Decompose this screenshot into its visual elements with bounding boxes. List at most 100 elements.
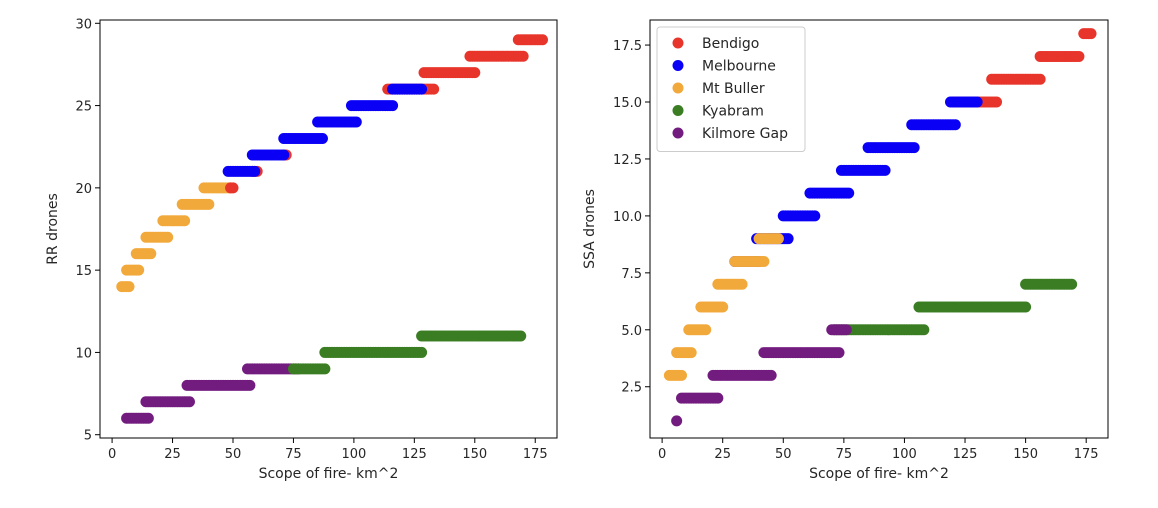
data-point	[1073, 50, 1085, 62]
y-tick-label: 17.5	[613, 39, 642, 54]
x-tick-label: 75	[836, 447, 853, 462]
data-point	[1085, 28, 1097, 40]
series-kyabram	[828, 278, 1078, 336]
legend-marker	[672, 37, 684, 49]
x-tick-label: 50	[775, 447, 792, 462]
legend-marker	[672, 82, 684, 94]
data-point	[319, 363, 331, 375]
y-axis-label: RR drones	[45, 193, 61, 265]
y-tick-label: 2.5	[621, 381, 642, 396]
y-tick-label: 15	[75, 264, 92, 279]
data-point	[676, 369, 688, 381]
legend-marker	[672, 60, 684, 71]
data-point	[765, 369, 777, 381]
y-tick-label: 7.5	[621, 267, 642, 282]
y-axis-label: SSA drones	[582, 189, 598, 269]
data-point	[971, 96, 983, 108]
x-tick-label: 175	[523, 447, 548, 462]
y-tick-label: 20	[75, 182, 92, 197]
chart-panel-1: 0 25 50 75 100 125 150 175 5 10 15 20 25 30 Scope of f…	[45, 17, 558, 482]
x-axis-label: Scope of fire- km^2	[809, 466, 949, 482]
data-point	[316, 132, 328, 144]
data-point	[879, 164, 891, 176]
data-point	[183, 396, 195, 408]
y-tick-label: 10	[75, 346, 92, 361]
y-tick-label: 10.0	[613, 210, 642, 225]
legend-box	[656, 26, 806, 152]
x-tick-label: 25	[164, 447, 181, 462]
series-bendigo	[225, 34, 548, 194]
x-tick-label: 25	[714, 447, 731, 462]
data-point	[227, 182, 239, 194]
data-point	[249, 165, 261, 177]
plot-frame	[99, 19, 558, 439]
legend-marker	[672, 105, 684, 116]
y-tick-label: 5	[84, 429, 92, 444]
y-tick-label: 15.0	[613, 96, 642, 111]
data-point	[1020, 301, 1032, 313]
legend-label: Kilmore Gap	[702, 126, 788, 142]
data-point	[123, 281, 135, 293]
series-melbourne	[729, 96, 983, 267]
chart-panel-2: 0 25 50 75 100 125 150 175 2.5 5.0 7.5 10.0 12.5 15.0…	[582, 19, 1109, 482]
legend-label: Kyabram	[702, 104, 764, 120]
data-point	[244, 379, 256, 391]
x-tick-label: 50	[225, 447, 242, 462]
data-point	[782, 233, 794, 245]
data-point	[469, 67, 481, 79]
x-tick-label: 75	[285, 447, 302, 462]
y-tick-label: 5.0	[621, 324, 642, 339]
data-point	[843, 187, 855, 199]
x-tick-label: 0	[658, 447, 666, 462]
data-point	[671, 415, 683, 427]
data-point	[142, 412, 154, 424]
x-tick-label: 100	[892, 447, 917, 462]
x-tick-label: 175	[1074, 447, 1099, 462]
data-point	[809, 210, 821, 222]
series-kilmore-gap	[671, 324, 852, 427]
x-tick-label: 0	[108, 447, 116, 462]
data-point	[949, 119, 961, 131]
data-point	[736, 278, 748, 290]
series-kyabram	[287, 330, 527, 375]
data-point	[416, 83, 428, 95]
data-point	[387, 100, 399, 112]
x-tick-label: 150	[1013, 447, 1038, 462]
x-tick-label: 125	[953, 447, 978, 462]
data-point	[1034, 73, 1046, 85]
y-tick-label: 25	[75, 100, 92, 115]
data-point	[685, 347, 697, 359]
x-tick-label: 150	[462, 447, 487, 462]
series-bendigo	[947, 28, 1097, 108]
data-point	[717, 301, 729, 313]
series-melbourne	[222, 83, 428, 177]
data-point	[758, 255, 770, 267]
x-tick-label: 125	[402, 447, 427, 462]
data-point	[700, 324, 712, 336]
y-tick-label: 30	[75, 17, 92, 32]
legend-label: Bendigo	[702, 36, 759, 52]
y-tick-label: 12.5	[613, 153, 642, 168]
data-point	[918, 324, 930, 336]
data-point	[712, 392, 724, 404]
data-point	[536, 34, 548, 46]
legend: Bendigo Melbourne Mt Buller Kyabram Kilmore …	[656, 26, 806, 152]
legend-label: Mt Buller	[702, 81, 765, 97]
data-point	[428, 83, 440, 95]
data-point	[833, 347, 845, 359]
data-point	[145, 248, 157, 260]
x-axis-label: Scope of fire- km^2	[259, 466, 399, 482]
series-kilmore-gap	[121, 363, 304, 424]
data-point	[350, 116, 362, 128]
data-point	[991, 96, 1003, 108]
legend-marker	[672, 127, 684, 139]
data-point	[840, 324, 852, 336]
data-point	[517, 50, 529, 62]
data-point	[278, 149, 290, 161]
data-point	[772, 233, 784, 245]
data-point	[179, 215, 191, 227]
data-point	[908, 142, 920, 154]
series-mt-buller	[116, 182, 237, 293]
data-point	[1066, 278, 1078, 290]
